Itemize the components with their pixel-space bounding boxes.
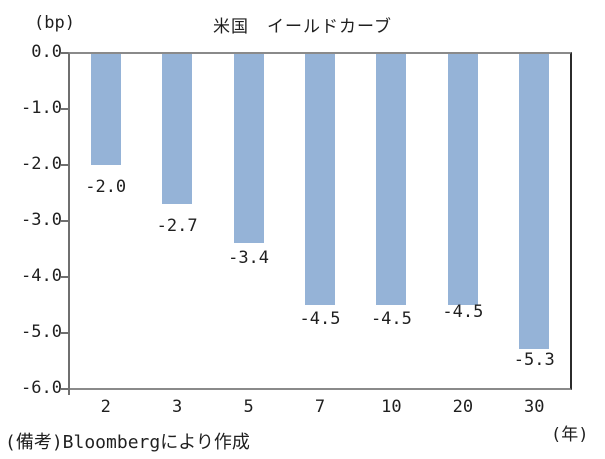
bar-3yr (162, 54, 193, 205)
y-tick-label: -4.0 (21, 266, 62, 286)
y-tick-label: 0.0 (31, 42, 62, 62)
y-axis-unit-label: (bp) (34, 13, 75, 33)
bar-value-label: -5.3 (513, 350, 555, 371)
y-tick-mark (61, 164, 68, 166)
x-tick-label-20: 20 (452, 397, 474, 417)
y-tick-mark (61, 52, 68, 54)
chart-title: 米国 イールドカーブ (213, 17, 392, 37)
bar-value-label: -2.0 (85, 177, 127, 198)
x-tick-label-10: 10 (381, 397, 402, 417)
y-tick-mark (61, 276, 68, 278)
y-tick-label: -2.0 (21, 154, 62, 174)
y-tick-mark (61, 388, 68, 390)
bar-value-label: -2.7 (156, 216, 198, 237)
x-tick-label-30: 30 (524, 397, 545, 417)
x-axis-origin-tick (68, 388, 70, 395)
x-tick-label-2: 2 (100, 397, 111, 417)
x-tick-label-7: 7 (314, 397, 326, 417)
bar-value-label: -3.4 (228, 248, 270, 269)
x-tick-label-3: 3 (172, 397, 183, 417)
y-tick-label: -6.0 (21, 378, 62, 398)
source-note: (備考)Bloombergにより作成 (5, 432, 250, 453)
x-tick-label-5: 5 (243, 397, 254, 417)
y-tick-mark (61, 332, 68, 334)
bar-value-label: -4.5 (299, 308, 341, 329)
bar-7yr (305, 54, 335, 305)
x-axis-unit-label: (年) (551, 425, 589, 445)
bar-value-label: -4.5 (370, 308, 412, 329)
bar-30yr (519, 54, 550, 350)
bar-value-label: -4.5 (442, 301, 484, 322)
bar-10yr (376, 54, 407, 305)
bar-20yr (447, 54, 478, 305)
y-tick-label: -3.0 (21, 210, 62, 230)
y-tick-label: -5.0 (21, 322, 62, 342)
plot-area: -2.0 -2.7 -3.4 -4.5 -4.5 -4.5 -5.3 (68, 52, 572, 390)
y-tick-mark (61, 220, 68, 222)
bar-5yr (233, 54, 264, 244)
y-tick-label: -1.0 (21, 98, 62, 118)
bar-2yr (90, 54, 121, 166)
y-tick-mark (61, 108, 68, 110)
